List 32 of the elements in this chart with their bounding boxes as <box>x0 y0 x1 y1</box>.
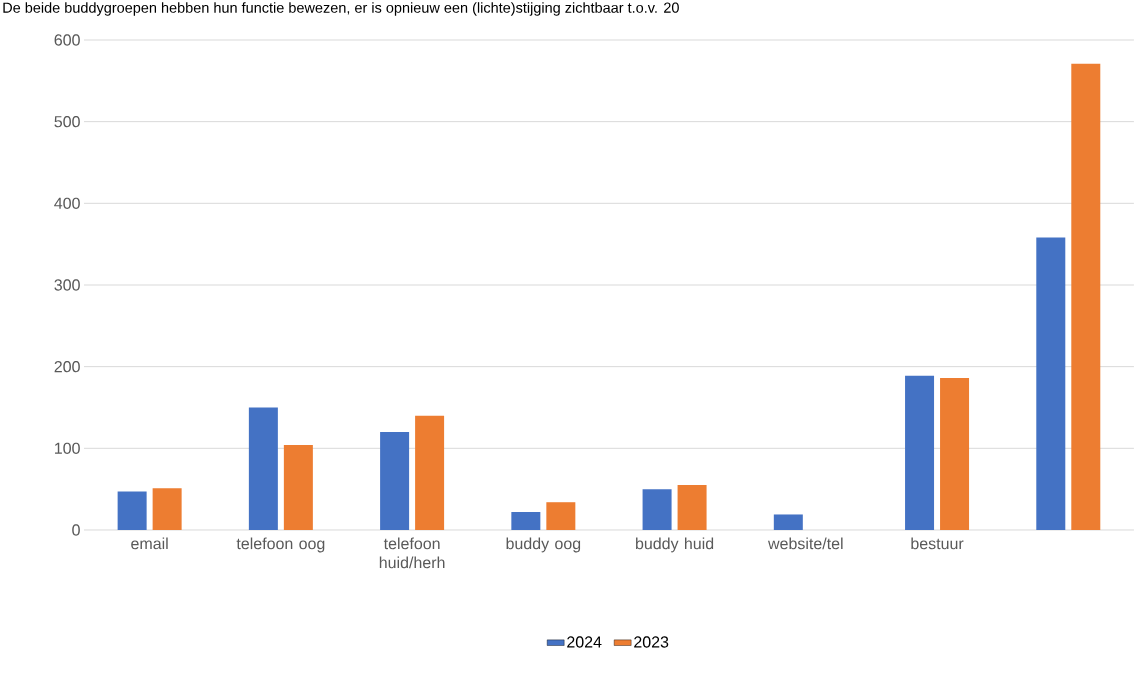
bar <box>677 485 707 530</box>
y-tick-label: 100 <box>55 442 80 454</box>
bar <box>1071 63 1101 530</box>
bar <box>511 512 541 530</box>
x-tick-label: website/tel <box>767 537 843 550</box>
y-tick-label: 500 <box>54 115 80 128</box>
bar <box>380 431 410 530</box>
bar <box>546 502 576 530</box>
x-tick-label: bestuur <box>911 537 964 550</box>
y-tick-label: 300 <box>54 279 80 291</box>
y-tick-label: 200 <box>54 360 80 373</box>
bar <box>940 378 970 530</box>
y-tick-label: 600 <box>54 34 80 46</box>
y-tick-label: 400 <box>54 197 80 209</box>
bar <box>283 445 313 530</box>
bar <box>1036 237 1066 530</box>
bar <box>905 375 935 530</box>
bar <box>415 415 445 530</box>
x-tick-label: buddy oog <box>506 537 581 553</box>
bar <box>152 488 182 530</box>
bar <box>248 407 278 530</box>
legend-label: 2023 <box>634 636 669 648</box>
x-tick-label: telefoon oog <box>236 537 325 553</box>
bar <box>117 491 147 530</box>
chart-title: De beide buddygroepen hebben hun functie bewezen, er is opnieuw een (lichte)stijging zichtbaar t.o.v. 20 <box>3 2 679 16</box>
bar <box>773 514 803 530</box>
y-tick-label: 0 <box>72 524 80 536</box>
bar <box>642 489 672 530</box>
x-tick-label: email <box>131 537 168 550</box>
legend-label: 2024 <box>567 636 602 648</box>
x-tick-label: telefoon huid/herh <box>379 537 445 569</box>
x-tick-label: buddy huid <box>636 537 714 553</box>
